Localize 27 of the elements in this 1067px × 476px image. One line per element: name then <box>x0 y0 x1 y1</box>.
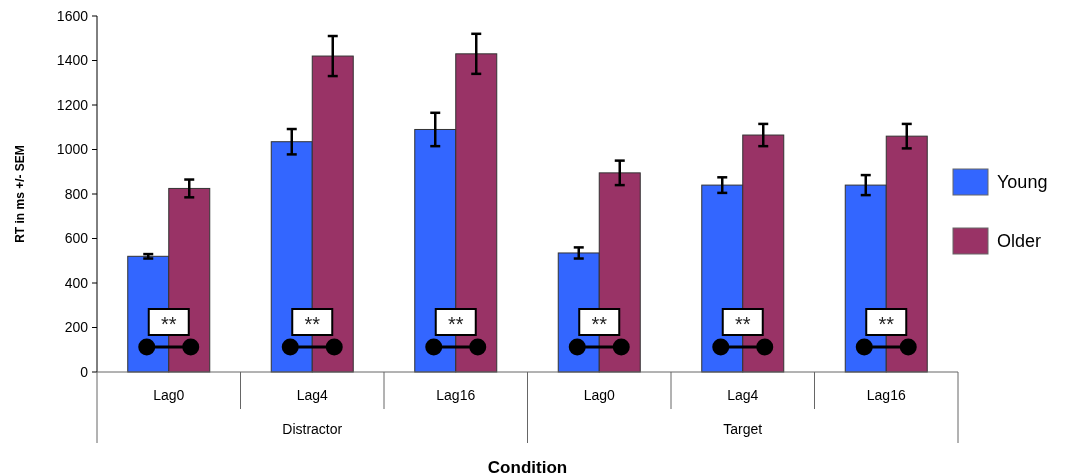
legend-label: Young <box>997 172 1048 193</box>
y-tick-label: 1400 <box>56 52 89 69</box>
x-axis-title: Condition <box>487 458 568 476</box>
annotation: ** <box>160 313 177 335</box>
y-tick-label: 1200 <box>56 96 89 113</box>
y-tick-label: 400 <box>64 274 89 291</box>
x-tick-label: Lag16 <box>436 387 476 403</box>
annotation: ** <box>591 313 608 335</box>
annotation: ** <box>304 313 321 335</box>
annotation: ** <box>878 313 895 335</box>
y-tick-label: 1000 <box>56 141 89 158</box>
text: Target <box>723 421 763 437</box>
x-tick-label: Lag16 <box>866 387 906 403</box>
x-tick-label: Lag4 <box>727 387 759 403</box>
text: Distractor <box>282 421 343 437</box>
y-tick-label: 800 <box>64 185 89 202</box>
legend-label: Older <box>997 231 1042 252</box>
x-tick-label: Lag0 <box>583 387 616 403</box>
annotation: ** <box>734 313 751 335</box>
y-tick-label: 600 <box>64 230 89 247</box>
y-axis-title: RT in ms +/- SEM <box>13 145 27 243</box>
x-tick-label: Lag4 <box>296 387 329 403</box>
y-tick-label: 1600 <box>56 7 89 24</box>
x-tick-label: Lag0 <box>153 387 185 403</box>
y-tick-label: 0 <box>80 363 89 380</box>
y-tick-label: 200 <box>64 319 89 336</box>
annotation: ** <box>447 313 464 335</box>
